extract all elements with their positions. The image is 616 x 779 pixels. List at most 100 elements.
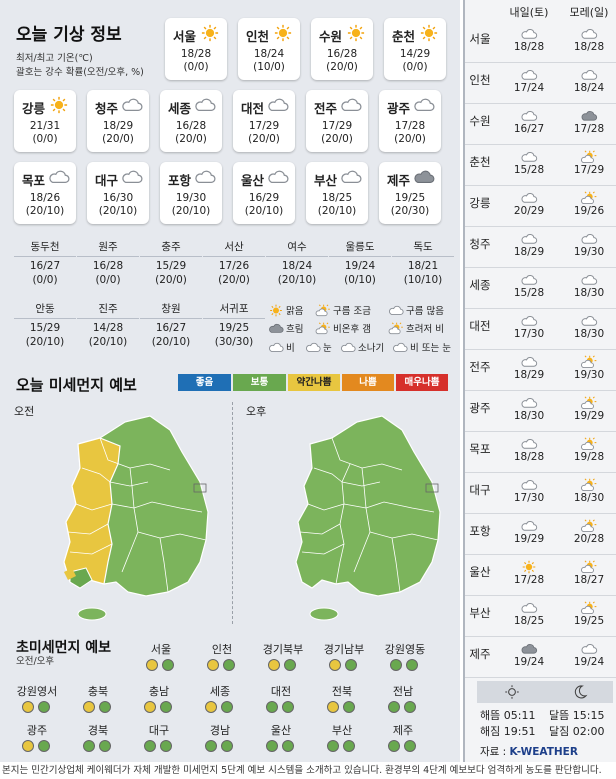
pm-region: 충북 — [87, 685, 109, 698]
pm-am-dot — [22, 740, 34, 752]
cloud-icon — [520, 519, 538, 533]
rain-chance: (20/0) — [394, 133, 426, 145]
city-name: 서산 — [203, 240, 265, 257]
pm-pm-dot — [404, 701, 416, 713]
scale-2: 약간나쁨 — [288, 374, 340, 391]
forecast-tomorrow: 15/28 — [503, 147, 555, 177]
temp-range: 18/28 — [180, 48, 212, 60]
cloud-rain-icon — [388, 322, 404, 335]
cloud-icon — [520, 355, 538, 369]
city-name: 세종 — [168, 101, 192, 116]
city-card: 포항 19/30 (20/10) — [160, 162, 222, 224]
temp-range: 15/29 — [155, 260, 187, 272]
pm-am-dot — [266, 701, 278, 713]
forecast-temp: 18/29 — [513, 369, 545, 381]
rain-chance: (0/0) — [183, 61, 209, 73]
city-card: 대전 17/29 (20/0) — [233, 90, 295, 152]
sun-cloud-icon — [580, 519, 598, 533]
small-city-cell: 원주 16/28 (0/0) — [77, 240, 139, 287]
forecast-city: 제주 — [469, 647, 491, 661]
scale-1: 보통 — [233, 374, 286, 391]
cloud-icon — [520, 314, 538, 328]
small-city-cell: 여수 18/24 (20/10) — [266, 240, 328, 287]
pm-region: 대구 — [148, 724, 170, 737]
forecast-temp: 19/30 — [573, 369, 605, 381]
map-am-yellow-west — [63, 437, 121, 589]
city-temp: 16/28 (20/0) — [311, 48, 373, 74]
city-temp: 16/28 (20/0) — [160, 120, 222, 146]
forecast-temp: 19/24 — [513, 656, 545, 668]
forecast-temp: 18/30 — [573, 287, 605, 299]
legend-snow: 눈 — [305, 340, 332, 354]
city-card: 수원 16/28 (20/0) — [311, 18, 373, 80]
temp-range: 16/28 — [92, 260, 124, 272]
city-temp: 18/24 (10/0) — [238, 48, 300, 74]
forecast-temp: 19/25 — [573, 615, 605, 627]
forecast-city: 광주 — [469, 401, 491, 415]
forecast-dayafter: 20/28 — [563, 516, 615, 546]
map-am — [63, 415, 209, 621]
sun-icon — [418, 24, 440, 42]
city-card: 춘천 14/29 (0/0) — [384, 18, 446, 80]
forecast-temp: 18/27 — [573, 574, 605, 586]
city-name: 포항 — [168, 173, 192, 188]
cloud-icon — [48, 168, 70, 186]
forecast-row: 전주 18/29 19/30 — [465, 350, 616, 391]
map-divider — [232, 402, 233, 624]
city-card: 세종 16/28 (20/0) — [160, 90, 222, 152]
rain-chance: (20/0) — [326, 61, 358, 73]
forecast-dayafter: 18/30 — [563, 270, 615, 300]
sun-icon — [48, 96, 70, 114]
cloud-icon — [121, 96, 143, 114]
forecast-temp: 15/28 — [513, 164, 545, 176]
pm-pm-dot — [343, 701, 355, 713]
cloud-icon — [580, 68, 598, 82]
sun-icon — [268, 304, 284, 317]
map-am-ulleung — [196, 486, 200, 490]
cloud-icon — [580, 27, 598, 41]
pm-am-dot — [144, 701, 156, 713]
forecast-city: 부산 — [469, 606, 491, 620]
sun-cloud-icon — [580, 150, 598, 164]
forecast-city: 울산 — [469, 565, 491, 579]
cloud-icon — [520, 27, 538, 41]
forecast-temp: 18/28 — [513, 451, 545, 463]
pm-sub: 오전/오후 — [16, 656, 55, 667]
rain-chance: (0/0) — [32, 133, 58, 145]
city-name: 청주 — [95, 101, 119, 116]
temp-range: 15/29 — [29, 322, 61, 334]
sun-cloud-icon — [580, 560, 598, 574]
sun-icon — [345, 24, 367, 42]
city-name: 원주 — [77, 240, 139, 257]
city-card: 인천 18/24 (10/0) — [238, 18, 300, 80]
forecast-tomorrow: 17/30 — [503, 311, 555, 341]
pm-pm-dot — [282, 740, 294, 752]
temp-range: 14/29 — [399, 48, 431, 60]
dark-cloud-icon — [268, 322, 284, 335]
sunrise-text: 해뜸 05:11 — [480, 709, 536, 722]
city-temp: 18/28 (0/0) — [165, 48, 227, 74]
temp-range: 18/26 — [29, 192, 61, 204]
forecast-city: 수원 — [469, 114, 491, 128]
forecast-city: 목포 — [469, 442, 491, 456]
legend-clear: 맑음 — [268, 303, 303, 317]
scale-0: 좋음 — [178, 374, 231, 391]
sun-icon — [199, 24, 221, 42]
forecast-tomorrow: 17/24 — [503, 65, 555, 95]
city-temp: 18/29 (20/0) — [87, 120, 149, 146]
forecast-tomorrow: 18/28 — [503, 434, 555, 464]
pm-region: 울산 — [270, 724, 292, 737]
city-name: 제주 — [387, 173, 411, 188]
small-city-cell: 충주 15/29 (20/0) — [140, 240, 202, 287]
source-line: 자료 : K-WEATHER — [480, 744, 578, 759]
city-name: 여수 — [266, 240, 328, 257]
sun-cloud-icon — [580, 355, 598, 369]
pm-am-dot — [327, 740, 339, 752]
forecast-temp: 18/25 — [513, 615, 545, 627]
rain-chance: (20/0) — [102, 133, 134, 145]
pm-pm-dot — [223, 659, 235, 671]
forecast-tomorrow: 18/29 — [503, 352, 555, 382]
pm-region: 광주 — [26, 724, 48, 737]
forecast-tomorrow: 18/28 — [503, 24, 555, 54]
city-card: 광주 17/28 (20/0) — [379, 90, 441, 152]
